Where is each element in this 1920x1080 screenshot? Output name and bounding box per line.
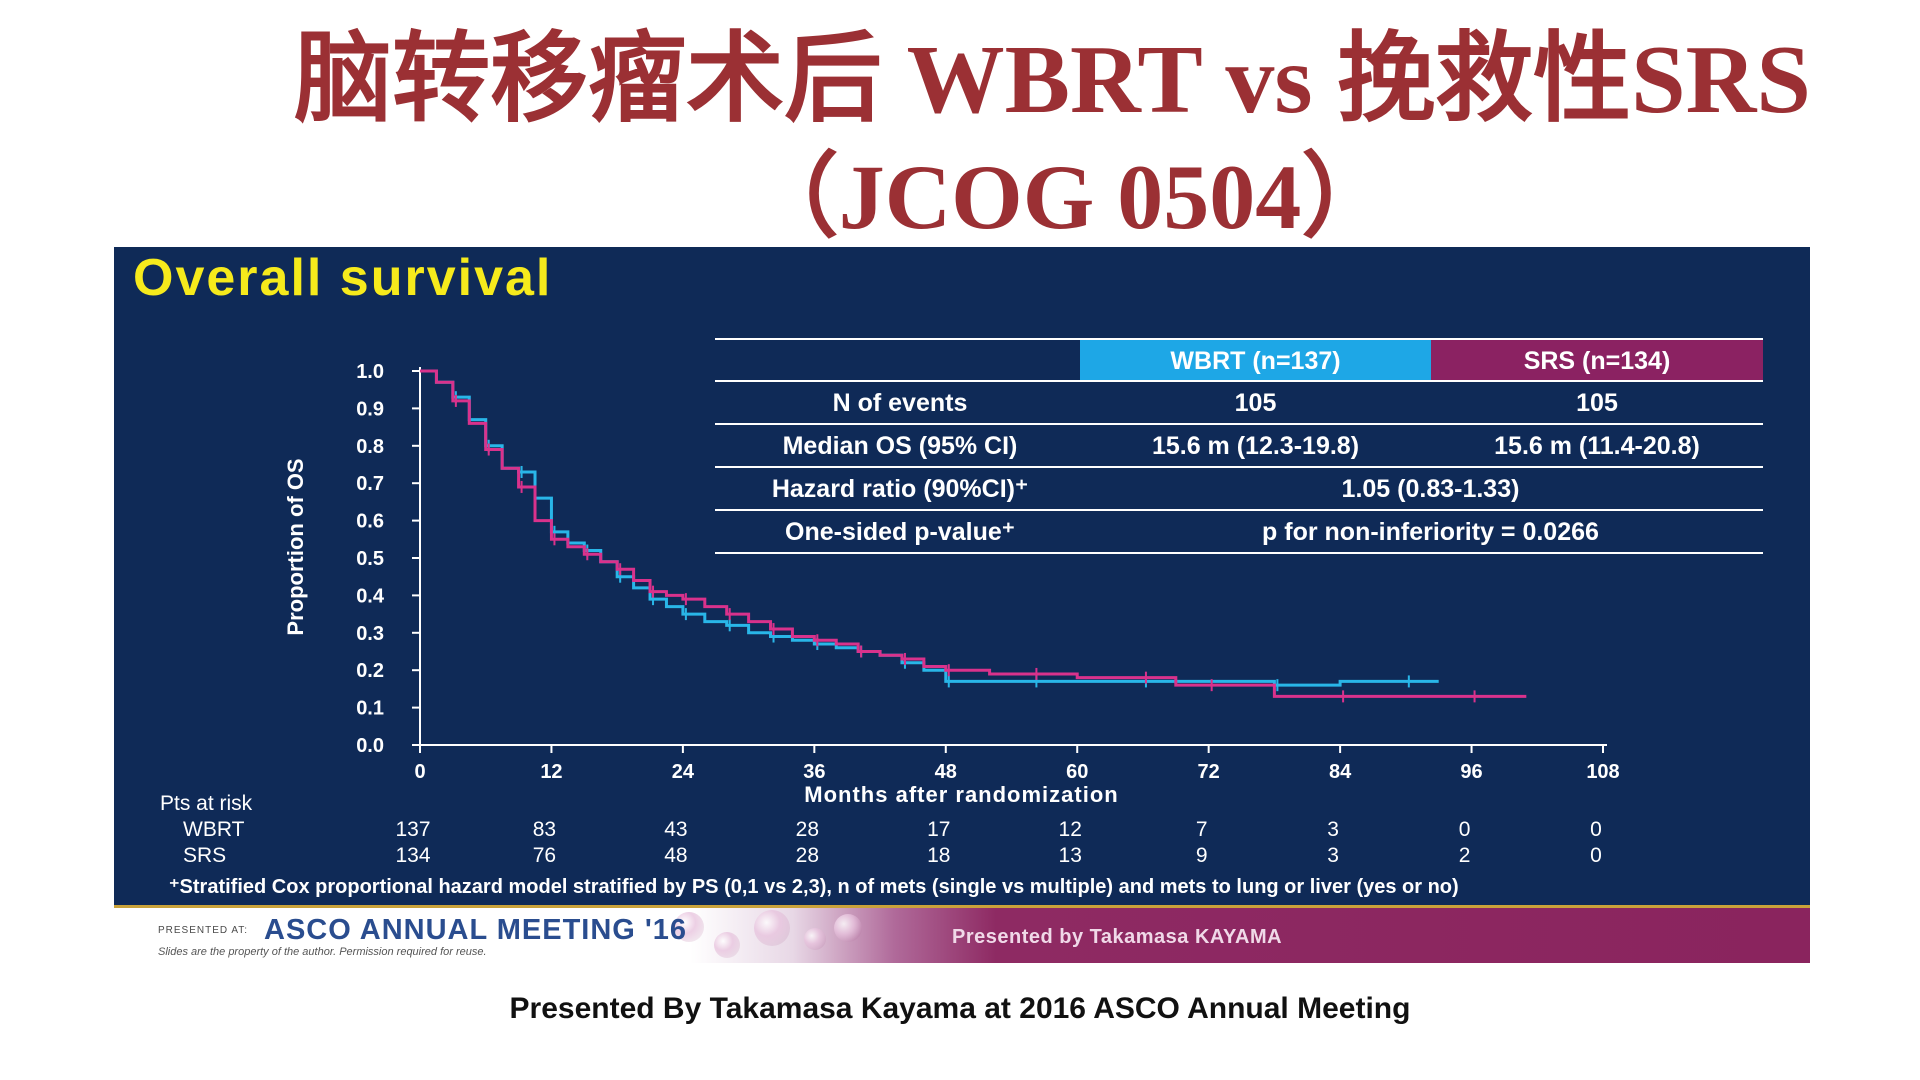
x-tick-label: 60: [1066, 761, 1088, 783]
conference-banner: PRESENTED AT: ASCO ANNUAL MEETING '16 Sl…: [114, 905, 1810, 963]
y-tick-label: 0.3: [356, 623, 384, 645]
srs-header-cell: [1431, 339, 1763, 381]
table-cell-combined: p for non-inferiority = 0.0266: [1262, 518, 1599, 546]
y-tick-label: 0.7: [356, 473, 384, 495]
table-row-label: Median OS (95% CI): [783, 432, 1018, 460]
presented-at-label: PRESENTED AT:: [158, 925, 249, 936]
slide-title: 脑转移瘤术后 WBRT vs 挽救性SRS: [294, 26, 1811, 134]
x-tick-label: 84: [1329, 761, 1352, 783]
x-axis-title: Months after randomization: [804, 782, 1118, 807]
risk-value: 28: [796, 818, 819, 841]
x-tick-label: 12: [540, 761, 562, 783]
y-tick-label: 0.5: [356, 548, 384, 570]
risk-value: 3: [1327, 818, 1339, 841]
risk-value: 76: [533, 844, 556, 867]
x-tick-label: 48: [935, 761, 957, 783]
y-axis-title: Proportion of OS: [283, 458, 308, 635]
decor-bubble: [754, 910, 790, 946]
chart-heading: Overall survival: [133, 249, 552, 307]
y-tick-label: 0.4: [356, 585, 385, 607]
risk-table: Pts at risk WBRT 137 83 43 28 17 12 7 3 0 0 SRS 134 76…: [160, 792, 1602, 867]
summary-table: WBRT (n=137) SRS (n=134) N of events 105 105…: [715, 338, 1763, 554]
risk-header: Pts at risk: [160, 792, 253, 815]
y-tick-label: 0.9: [356, 398, 384, 420]
risk-value: 43: [664, 818, 687, 841]
footnote: ⁺Stratified Cox proportional hazard mode…: [169, 876, 1459, 898]
risk-value: 3: [1327, 844, 1339, 867]
y-tick-label: 0.2: [356, 660, 384, 682]
decor-bubble: [834, 914, 862, 942]
risk-value: 9: [1196, 844, 1208, 867]
banner-presenter: Presented by Takamasa KAYAMA: [952, 926, 1283, 948]
wbrt-header-cell: [1080, 339, 1431, 381]
table-cell-wbrt: 105: [1235, 389, 1277, 417]
x-tick-label: 0: [414, 761, 425, 783]
x-tick-label: 108: [1586, 761, 1619, 783]
chart-axes: 0.0 0.1 0.2 0.3 0.4 0.5 0.6 0.7 0.8 0.9 1.0 0 12 24 36…: [283, 361, 1620, 807]
property-note: Slides are the property of the author. P…: [158, 946, 487, 958]
risk-value: 137: [395, 818, 430, 841]
risk-value: 2: [1459, 844, 1471, 867]
km-curves: [420, 369, 1527, 703]
survival-chart: Overall survival 0.00.10.20.30.40.50.60.…: [133, 249, 1763, 898]
y-tick-label: 0.0: [356, 735, 384, 757]
table-cell-srs: 105: [1576, 389, 1618, 417]
risk-value: 28: [796, 844, 819, 867]
srs-header-label: SRS (n=134): [1524, 347, 1671, 375]
table-cell-wbrt: 15.6 m (12.3-19.8): [1152, 432, 1359, 460]
risk-value: 134: [395, 844, 430, 867]
decor-bubble: [804, 928, 826, 950]
risk-value: 0: [1459, 818, 1471, 841]
y-tick-label: 0.8: [356, 436, 384, 458]
risk-row-label: WBRT: [183, 818, 245, 841]
risk-value: 48: [664, 844, 687, 867]
risk-value: 83: [533, 818, 556, 841]
credit-line: Presented By Takamasa Kayama at 2016 ASC…: [509, 992, 1411, 1025]
table-cell-srs: 15.6 m (11.4-20.8): [1494, 432, 1700, 460]
decor-bubble: [714, 932, 740, 958]
table-cell-combined: 1.05 (0.83-1.33): [1342, 475, 1520, 503]
risk-value: 7: [1196, 818, 1208, 841]
meeting-name: ASCO ANNUAL MEETING '16: [264, 914, 688, 946]
x-tick-label: 72: [1198, 761, 1220, 783]
risk-value: 0: [1590, 844, 1602, 867]
x-tick-label: 36: [803, 761, 825, 783]
risk-value: 17: [927, 818, 950, 841]
risk-value: 12: [1059, 818, 1082, 841]
x-tick-label: 24: [672, 761, 695, 783]
wbrt-header-label: WBRT (n=137): [1170, 347, 1340, 375]
km-curve-srs: [420, 369, 1527, 698]
chart-panel: Overall survival 0.0 0.1 0.2 0.3 0.4 0.5 0.6 0.…: [114, 247, 1810, 905]
table-row-label: Hazard ratio (90%CI)⁺: [772, 475, 1028, 503]
table-row-label: N of events: [833, 389, 968, 417]
slide-subtitle: （JCOG 0504）: [746, 146, 1394, 248]
y-tick-label: 0.6: [356, 511, 384, 533]
y-tick-label: 0.1: [356, 698, 384, 720]
x-tick-label: 96: [1460, 761, 1482, 783]
decor-bubble: [674, 912, 704, 942]
risk-value: 0: [1590, 818, 1602, 841]
risk-row-label: SRS: [183, 844, 226, 867]
risk-value: 13: [1059, 844, 1082, 867]
risk-value: 18: [927, 844, 950, 867]
table-row-label: One-sided p-value⁺: [785, 518, 1015, 546]
y-tick-label: 1.0: [356, 361, 384, 383]
